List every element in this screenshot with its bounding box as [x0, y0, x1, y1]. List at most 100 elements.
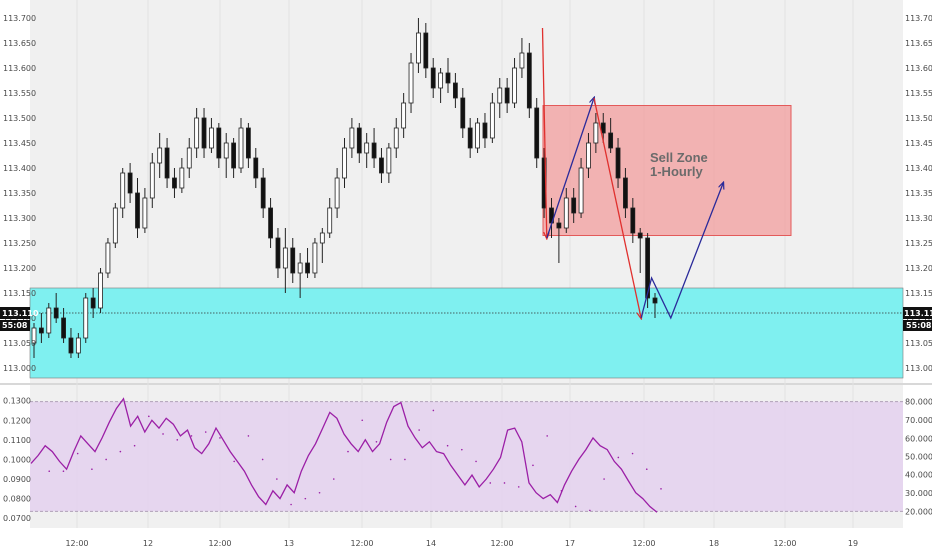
- candle: [452, 73, 458, 108]
- candle-body-up: [593, 122, 599, 144]
- candle: [149, 153, 155, 208]
- candle-body-down: [38, 327, 44, 334]
- candle-body-down: [68, 337, 74, 354]
- candle: [312, 238, 318, 278]
- candle-body-down: [90, 297, 96, 309]
- candle: [393, 118, 399, 158]
- signal-dot: [389, 458, 392, 461]
- y-tick-label-right: 113.200: [905, 264, 932, 273]
- candle: [260, 168, 266, 218]
- candle: [282, 228, 288, 293]
- candle: [571, 188, 577, 223]
- candle: [342, 138, 347, 188]
- candle-body-up: [223, 142, 229, 159]
- candle-body-up: [319, 232, 325, 244]
- candle: [512, 58, 517, 108]
- candle: [445, 58, 451, 93]
- y-tick-label-right: 113.150: [905, 289, 932, 298]
- candle: [31, 323, 37, 358]
- y-tick-label-right: 113.500: [905, 114, 932, 123]
- trend-arrow-red: [541, 27, 547, 238]
- sell-zone-label: Sell Zone: [650, 150, 708, 165]
- signal-dot: [176, 439, 179, 441]
- signal-dot: [48, 470, 51, 472]
- y-tick-label-left: 113.400: [3, 164, 36, 173]
- candle: [209, 118, 214, 153]
- candle-body-down: [600, 122, 606, 134]
- candle: [563, 188, 569, 233]
- support-zone: [29, 287, 904, 379]
- candle: [135, 178, 140, 238]
- signal-dot: [276, 478, 278, 480]
- signal-dot: [631, 452, 634, 455]
- candle: [349, 118, 355, 158]
- osc-y-tick-left: 0.1300: [3, 397, 31, 406]
- y-tick-label-left: 113.200: [3, 264, 36, 273]
- candle-body-up: [179, 167, 185, 189]
- candle-body-down: [534, 107, 540, 159]
- candle: [460, 88, 466, 138]
- signal-dot: [91, 468, 93, 471]
- y-tick-label-left: 113.250: [3, 239, 36, 248]
- candle: [142, 188, 148, 233]
- signal-dot: [532, 464, 534, 467]
- candle: [105, 238, 111, 278]
- candle: [416, 18, 421, 73]
- candle-body-up: [238, 127, 244, 169]
- signal-dot: [503, 482, 506, 484]
- candle: [120, 168, 126, 218]
- candle-body-down: [371, 142, 377, 159]
- signal-dot: [119, 450, 122, 453]
- trend-arrow-blue: [546, 98, 594, 239]
- price-tag-right-text: 113.110: [904, 309, 932, 318]
- y-tick-label-left: 113.350: [3, 189, 36, 198]
- x-tick-label: 12:00: [632, 539, 655, 548]
- candle: [319, 228, 325, 263]
- candle-body-down: [556, 222, 562, 229]
- x-tick-label: 19: [848, 539, 858, 548]
- candle-body-down: [356, 127, 362, 154]
- candle: [305, 248, 310, 278]
- signal-dot: [418, 429, 420, 431]
- candle: [172, 168, 177, 198]
- sell-zone: [542, 105, 792, 236]
- candle-body-up: [416, 32, 421, 64]
- signal-dot: [546, 435, 548, 437]
- oscillator-line: [30, 397, 658, 513]
- candle: [497, 78, 503, 118]
- candle-body-down: [379, 157, 384, 174]
- candle: [438, 68, 444, 103]
- signal-dot: [660, 488, 662, 490]
- candle-body-down: [430, 67, 436, 89]
- signal-dot: [148, 415, 150, 418]
- signal-dot: [247, 435, 250, 437]
- candle-body-up: [327, 207, 333, 234]
- candle: [586, 133, 591, 178]
- signal-dot: [190, 435, 193, 437]
- signal-dot: [62, 470, 65, 472]
- osc-y-tick-left: 0.1200: [3, 416, 31, 425]
- candle-body-down: [61, 317, 66, 339]
- candle-body-down: [201, 117, 207, 149]
- candle-body-down: [571, 197, 577, 214]
- y-tick-label-left: 113.700: [3, 14, 36, 23]
- candle: [75, 333, 81, 358]
- candle: [98, 268, 103, 313]
- candle-body-up: [186, 147, 192, 169]
- candle-body-down: [127, 172, 133, 194]
- candle: [186, 138, 192, 178]
- countdown-left-text: 55:08: [2, 321, 28, 330]
- candle: [489, 93, 495, 143]
- candle-body-down: [216, 127, 222, 159]
- price-tag-left: [0, 307, 30, 319]
- candle: [593, 113, 599, 153]
- candle-body-up: [563, 197, 569, 229]
- candle: [53, 293, 59, 323]
- oscillator-band: [30, 401, 903, 512]
- countdown-tag-left: [0, 320, 30, 331]
